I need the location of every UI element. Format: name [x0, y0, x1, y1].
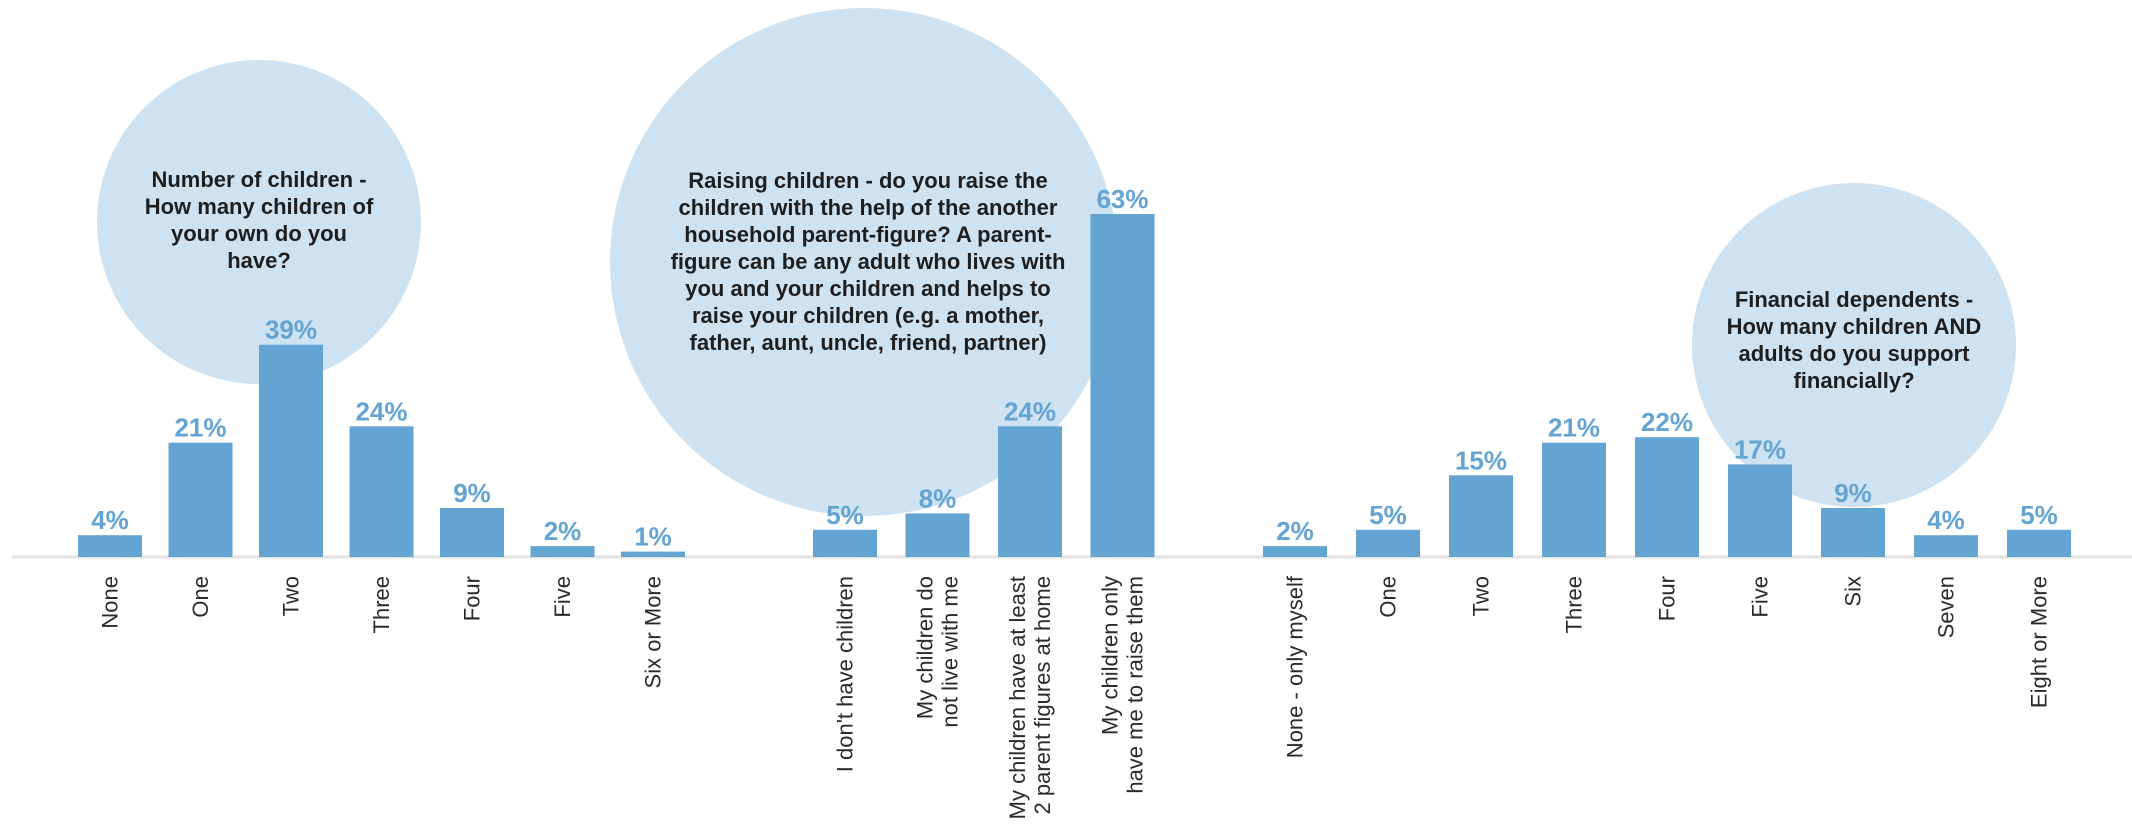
bar	[1914, 535, 1978, 557]
value-label: 17%	[1734, 434, 1786, 464]
bar	[440, 508, 504, 557]
bar	[78, 535, 142, 557]
category-label: My children onlyhave me to raise them	[1098, 576, 1148, 794]
value-label: 63%	[1096, 184, 1148, 214]
question-bubble-2	[610, 8, 1118, 516]
category-label: Four	[460, 576, 485, 621]
value-label: 5%	[1369, 500, 1407, 530]
value-label: 9%	[1834, 478, 1872, 508]
bar	[349, 426, 414, 557]
category-label: One	[1376, 576, 1401, 618]
value-label: 21%	[174, 413, 226, 443]
bar	[1356, 529, 1420, 557]
value-label: 22%	[1641, 407, 1693, 437]
value-label: 21%	[1548, 413, 1600, 443]
category-label: I don't have children	[833, 576, 858, 772]
category-label: Six or More	[641, 576, 666, 688]
bar	[259, 344, 323, 557]
value-label: 8%	[919, 483, 957, 513]
value-label: 24%	[1004, 396, 1056, 426]
category-label: None - only myself	[1283, 575, 1308, 758]
category-label: Six	[1841, 576, 1866, 607]
question-text-2: Raising children - do you raise the chil…	[670, 167, 1066, 355]
category-label: Five	[550, 576, 575, 618]
category-label: My children donot live with me	[913, 576, 963, 728]
bar	[905, 513, 970, 557]
bar	[621, 551, 685, 557]
bar	[1449, 475, 1513, 557]
category-label: One	[188, 576, 213, 618]
bar-chart-3: 2% None - only myself 5% One 15% Two 21% Three 2…	[1263, 407, 2071, 758]
value-label: 4%	[1927, 505, 1965, 535]
category-label: Three	[369, 576, 394, 633]
value-label: 2%	[1276, 516, 1314, 546]
bar	[813, 529, 877, 557]
value-label: 9%	[453, 478, 491, 508]
question-text-1: Number of children - How many children o…	[144, 167, 374, 273]
bar	[1542, 442, 1606, 557]
bar	[1728, 464, 1792, 557]
value-label: 5%	[826, 500, 864, 530]
bar	[1090, 214, 1155, 557]
category-label: Three	[1562, 576, 1587, 633]
question-bubble-1	[97, 60, 421, 384]
value-label: 15%	[1455, 445, 1507, 475]
value-label: 39%	[265, 315, 317, 345]
category-label: Five	[1748, 576, 1773, 618]
bar	[1821, 508, 1885, 557]
value-label: 24%	[355, 396, 407, 426]
category-label: None	[98, 576, 123, 629]
category-label: Two	[1469, 576, 1494, 616]
bar	[998, 426, 1062, 557]
value-label: 5%	[2020, 500, 2058, 530]
category-label: Eight or More	[2027, 576, 2052, 708]
category-label: Seven	[1934, 576, 1959, 638]
bar-groups: 4% None 21% One 39% Two 24% Three 9% Four 2% Five 1%…	[78, 184, 2071, 819]
value-label: 2%	[544, 516, 582, 546]
category-label: Four	[1655, 576, 1680, 621]
category-label: Two	[279, 576, 304, 616]
bar	[1635, 437, 1699, 557]
value-label: 4%	[91, 505, 129, 535]
bar	[2007, 529, 2071, 557]
category-label: My children have at least2 parent figure…	[1005, 576, 1055, 819]
bar-chart-1: 4% None 21% One 39% Two 24% Three 9% Four 2% Five 1%…	[78, 315, 685, 688]
value-label: 1%	[634, 522, 672, 552]
question-bubble-3	[1692, 183, 2016, 507]
bar	[168, 442, 233, 557]
bar	[1263, 546, 1327, 557]
question-text-3: Financial dependents - How many children…	[1726, 287, 1982, 393]
bar-chart-2: 5% I don't have children 8% My children don…	[813, 184, 1155, 819]
bar	[530, 546, 595, 557]
